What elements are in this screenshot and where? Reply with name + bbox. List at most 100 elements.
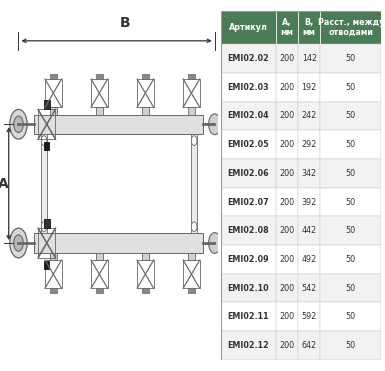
Text: EMI02.02: EMI02.02 bbox=[228, 54, 270, 63]
Text: EMI02.08: EMI02.08 bbox=[228, 226, 270, 235]
Bar bbox=[320, 102, 381, 130]
Bar bbox=[298, 188, 320, 216]
Text: EMI02.11: EMI02.11 bbox=[228, 312, 270, 321]
Bar bbox=[298, 216, 320, 245]
Bar bbox=[221, 159, 276, 188]
Text: 200: 200 bbox=[280, 341, 295, 350]
Bar bbox=[221, 302, 276, 331]
Text: Артикул: Артикул bbox=[229, 23, 268, 32]
Text: 50: 50 bbox=[346, 140, 356, 149]
Text: 50: 50 bbox=[346, 341, 356, 350]
Bar bbox=[298, 274, 320, 302]
Bar bbox=[320, 245, 381, 274]
Bar bbox=[91, 79, 107, 107]
Circle shape bbox=[14, 235, 23, 251]
Bar bbox=[142, 288, 149, 293]
Text: 592: 592 bbox=[301, 312, 317, 321]
Bar bbox=[276, 245, 298, 274]
Bar bbox=[320, 188, 381, 216]
Text: 200: 200 bbox=[280, 312, 295, 321]
Text: 200: 200 bbox=[280, 54, 295, 63]
Text: 50: 50 bbox=[346, 284, 356, 293]
Text: B: B bbox=[120, 16, 131, 30]
Bar bbox=[188, 253, 195, 260]
Text: 442: 442 bbox=[302, 226, 317, 235]
Text: 50: 50 bbox=[346, 112, 356, 121]
Text: 192: 192 bbox=[301, 83, 317, 92]
Text: 200: 200 bbox=[280, 83, 295, 92]
Text: 50: 50 bbox=[346, 198, 356, 207]
Bar bbox=[45, 79, 62, 107]
Bar bbox=[298, 159, 320, 188]
Text: 200: 200 bbox=[280, 112, 295, 121]
Bar bbox=[320, 44, 381, 73]
Text: EMI02.07: EMI02.07 bbox=[228, 198, 270, 207]
Bar bbox=[221, 130, 276, 159]
Bar bbox=[44, 219, 50, 228]
Bar bbox=[298, 331, 320, 360]
Bar bbox=[142, 253, 149, 260]
Text: 200: 200 bbox=[280, 255, 295, 264]
Bar bbox=[50, 288, 57, 293]
Text: 200: 200 bbox=[280, 198, 295, 207]
Bar bbox=[276, 102, 298, 130]
Bar bbox=[276, 73, 298, 102]
Bar bbox=[44, 142, 49, 150]
Bar bbox=[38, 228, 55, 258]
Bar bbox=[298, 302, 320, 331]
Bar bbox=[320, 274, 381, 302]
Bar bbox=[221, 331, 276, 360]
Bar bbox=[298, 44, 320, 73]
Text: 200: 200 bbox=[280, 140, 295, 149]
Bar bbox=[50, 107, 57, 115]
Bar bbox=[183, 79, 200, 107]
Bar bbox=[50, 253, 57, 260]
Text: A,
мм: A, мм bbox=[280, 18, 293, 37]
Text: 292: 292 bbox=[301, 140, 317, 149]
Text: 50: 50 bbox=[346, 226, 356, 235]
Bar bbox=[221, 216, 276, 245]
Circle shape bbox=[209, 114, 221, 135]
Bar bbox=[276, 44, 298, 73]
Bar bbox=[221, 11, 276, 44]
Bar bbox=[41, 134, 47, 233]
Bar bbox=[276, 11, 298, 44]
Text: 142: 142 bbox=[302, 54, 317, 63]
Text: 50: 50 bbox=[346, 54, 356, 63]
Text: EMI02.09: EMI02.09 bbox=[228, 255, 270, 264]
Text: EMI02.04: EMI02.04 bbox=[228, 112, 270, 121]
Bar bbox=[276, 331, 298, 360]
Bar bbox=[221, 73, 276, 102]
Bar bbox=[320, 11, 381, 44]
Bar bbox=[45, 260, 62, 288]
Bar bbox=[188, 288, 195, 293]
Bar bbox=[320, 302, 381, 331]
Bar bbox=[142, 107, 149, 115]
Bar bbox=[188, 107, 195, 115]
Text: Расст., между
отводами: Расст., между отводами bbox=[318, 18, 384, 37]
Bar bbox=[96, 288, 102, 293]
Text: EMI02.03: EMI02.03 bbox=[228, 83, 270, 92]
Bar bbox=[91, 260, 107, 288]
Circle shape bbox=[209, 233, 221, 253]
Bar bbox=[221, 245, 276, 274]
Text: 50: 50 bbox=[346, 255, 356, 264]
Bar bbox=[50, 74, 57, 79]
Text: 492: 492 bbox=[301, 255, 317, 264]
Bar bbox=[137, 79, 154, 107]
Text: EMI02.10: EMI02.10 bbox=[228, 284, 270, 293]
Text: 542: 542 bbox=[301, 284, 317, 293]
Bar bbox=[320, 159, 381, 188]
Text: 392: 392 bbox=[301, 198, 317, 207]
Bar bbox=[183, 260, 200, 288]
Circle shape bbox=[191, 222, 197, 232]
Text: EMI02.05: EMI02.05 bbox=[228, 140, 270, 149]
Bar bbox=[298, 11, 320, 44]
Bar bbox=[38, 109, 55, 139]
Text: 50: 50 bbox=[346, 83, 356, 92]
Bar bbox=[221, 44, 276, 73]
Bar bbox=[34, 115, 203, 134]
Bar bbox=[298, 245, 320, 274]
Bar bbox=[298, 130, 320, 159]
Bar bbox=[44, 100, 50, 109]
